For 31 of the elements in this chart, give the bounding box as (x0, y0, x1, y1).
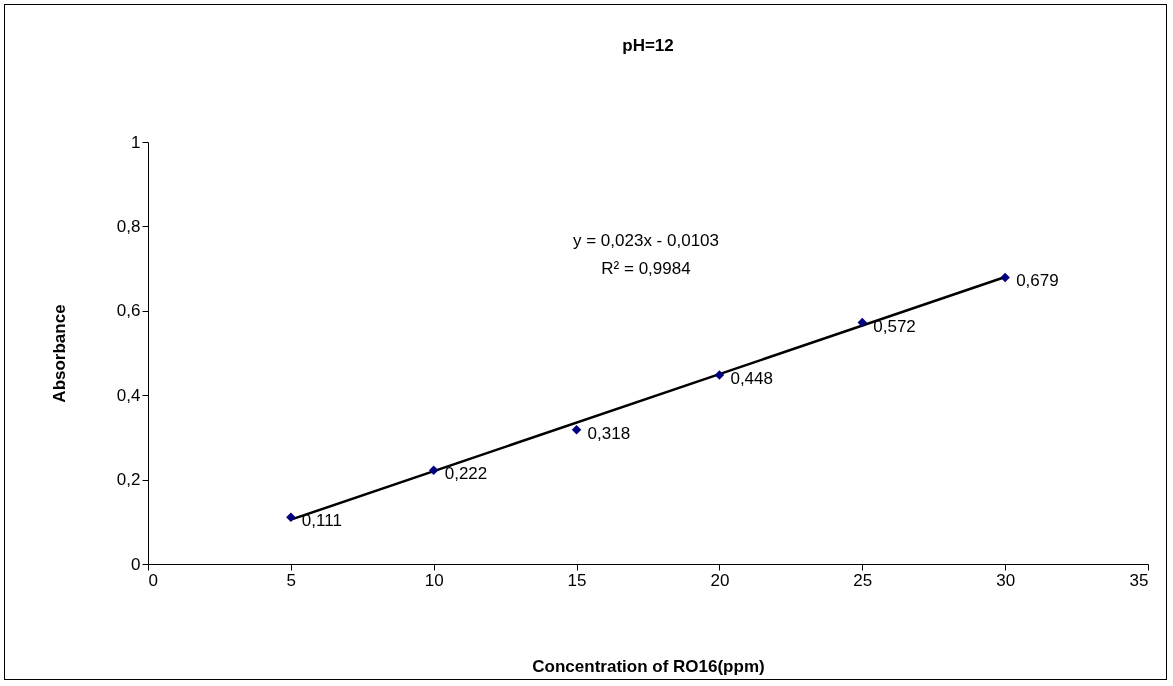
y-axis-title: Absorbance (49, 304, 69, 403)
x-tick-label: 20 (710, 570, 730, 590)
annotation: R² = 0,9984 (601, 259, 691, 278)
x-tick-label: 35 (1129, 570, 1149, 590)
point (571, 425, 582, 435)
y-tick-label: 0,6 (116, 301, 141, 321)
annotation: y = 0,023x - 0,0103 (572, 231, 720, 250)
data-label: 0,318 (587, 423, 631, 443)
point (714, 370, 725, 380)
chart-title: pH=12 (622, 36, 674, 55)
x-tick-label: 30 (996, 570, 1016, 590)
data-label: 0,111 (301, 511, 342, 531)
data-label: 0,222 (444, 464, 488, 484)
y-tick-label: 0 (131, 554, 141, 574)
x-axis-title: Concentration of RO16(ppm) (532, 656, 765, 676)
y-tick-label: 0,2 (116, 470, 141, 490)
point (428, 465, 439, 476)
x-tick-label: 10 (424, 570, 444, 590)
point (1000, 272, 1010, 283)
x-tick-label: 15 (567, 570, 587, 590)
y-tick-label: 1 (131, 132, 141, 152)
x-tick-label: 0 (148, 570, 158, 590)
y-tick-label: 0,8 (116, 216, 141, 236)
y-tick-label: 0,4 (116, 385, 141, 405)
x-tick-label: 5 (286, 570, 297, 590)
data-label: 0,448 (730, 368, 773, 388)
data-label: 0,679 (1016, 271, 1059, 291)
point (857, 317, 868, 328)
data-label: 0,572 (873, 316, 916, 336)
x-tick-label: 25 (853, 570, 873, 590)
point (286, 512, 296, 522)
